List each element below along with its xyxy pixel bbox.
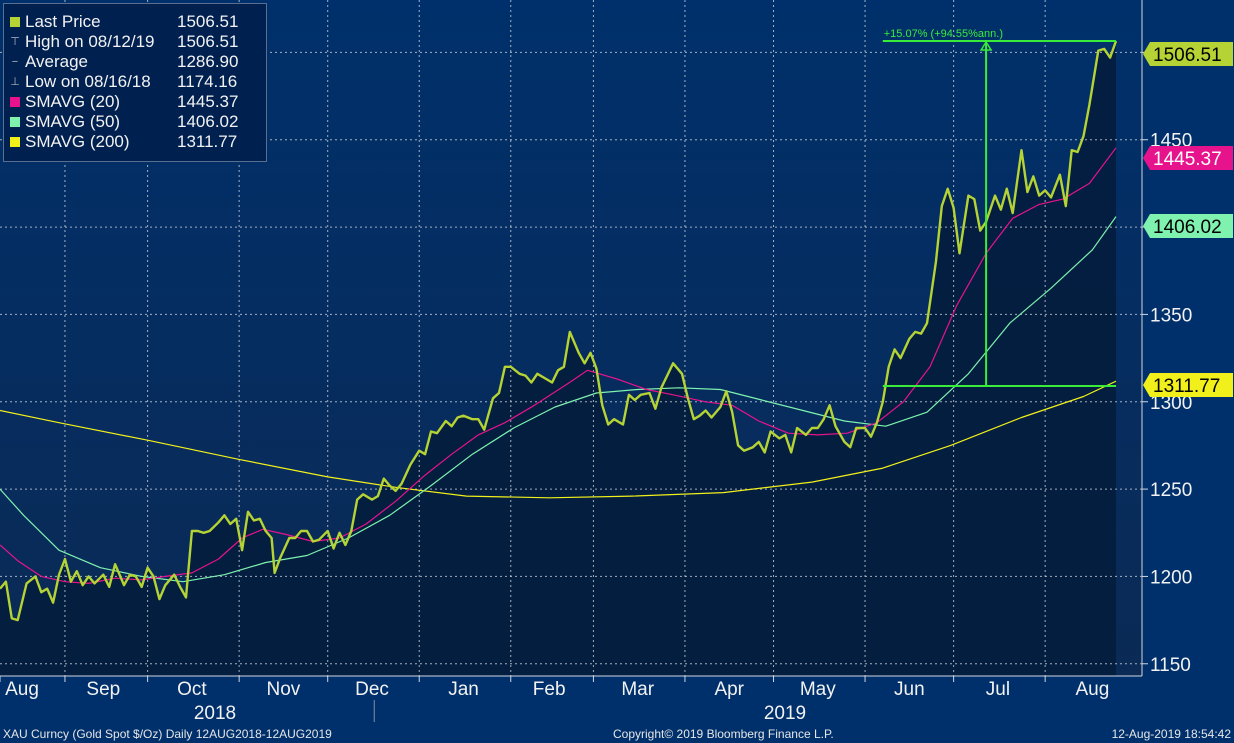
x-month-label: May: [800, 679, 836, 700]
y-tick-label: 1300: [1150, 393, 1192, 414]
chart-footer: XAU Curncy (Gold Spot $/Oz) Daily 12AUG2…: [0, 724, 1234, 743]
legend-label: SMAVG (50): [25, 112, 121, 131]
value-tag-label-sma200: 1311.77: [1153, 376, 1220, 397]
legend-label: High on 08/12/19: [25, 32, 155, 51]
legend-value: 1311.77: [177, 132, 238, 151]
legend-item: ⊤ High on 08/12/19 1506.51: [10, 32, 266, 52]
series-line-sma200: [0, 380, 1117, 499]
legend-item: ⊥ Low on 08/16/18 1174.16: [10, 72, 266, 92]
year-label: 2019: [764, 703, 806, 724]
legend-label: Last Price: [25, 12, 101, 31]
x-month-label: Nov: [267, 679, 301, 700]
y-tick-label: 1350: [1150, 305, 1192, 326]
value-tag-sma200: [1143, 373, 1233, 397]
value-tag-label-price: 1506.51: [1153, 45, 1222, 66]
x-month-label: Oct: [177, 679, 207, 700]
value-tag-label-sma50: 1406.02: [1153, 217, 1222, 238]
x-month-label: Jun: [894, 679, 925, 700]
x-month-label: Aug: [1075, 679, 1109, 700]
series-line-sma20: [0, 147, 1117, 584]
x-month-label: Jan: [448, 679, 479, 700]
legend-value: 1506.51: [177, 12, 239, 31]
y-axis-panel: [1142, 0, 1234, 676]
average-marker-icon: −: [11, 56, 19, 68]
low-marker-icon: ⊥: [10, 76, 20, 88]
y-tick-label: 1200: [1150, 567, 1192, 588]
x-month-label: Aug: [5, 679, 39, 700]
x-axis-panel: [0, 676, 1234, 724]
legend-value: 1445.37: [177, 92, 239, 111]
y-tick-label: 1150: [1150, 655, 1191, 676]
value-tag-label-sma20: 1445.37: [1153, 149, 1222, 170]
x-month-label: Apr: [714, 679, 744, 700]
x-month-label: Dec: [355, 679, 389, 700]
high-marker-icon: ⊤: [10, 36, 20, 48]
footer-security: XAU Curncy (Gold Spot $/Oz) Daily 12AUG2…: [3, 727, 332, 741]
value-tag-sma20: [1143, 146, 1233, 170]
series-line-price: [0, 40, 1118, 622]
annotation-label: +15.07% (+94.55%ann.): [884, 28, 1003, 40]
legend-value: 1406.02: [177, 112, 239, 131]
x-month-label: Jul: [986, 679, 1010, 700]
annotation-arrow-head: [979, 40, 993, 51]
legend-item: SMAVG (50) 1406.02: [10, 112, 266, 132]
footer-timestamp: 12-Aug-2019 18:54:42: [1111, 727, 1231, 741]
legend-swatch: [10, 97, 20, 107]
legend-item: SMAVG (20) 1445.37: [10, 92, 266, 112]
price-area: [0, 41, 1116, 676]
legend-value: 1174.16: [177, 72, 238, 91]
y-tick-label: 1250: [1150, 480, 1192, 501]
legend-value: 1506.51: [177, 32, 239, 51]
x-month-label: Sep: [86, 679, 120, 700]
value-tag-sma50: [1143, 214, 1233, 238]
footer-copyright: Copyright© 2019 Bloomberg Finance L.P.: [613, 727, 834, 741]
chart-legend: Last Price 1506.51 ⊤ High on 08/12/19 1506.5…: [3, 3, 267, 162]
x-month-label: Feb: [533, 679, 566, 700]
legend-item: Last Price 1506.51: [10, 12, 266, 32]
legend-value: 1286.90: [177, 52, 239, 71]
legend-swatch: [10, 117, 20, 127]
legend-label: Average: [25, 52, 89, 71]
value-tag-price: [1143, 42, 1233, 66]
legend-swatch: [10, 17, 20, 27]
legend-label: SMAVG (200): [25, 132, 130, 151]
legend-item: − Average 1286.90: [10, 52, 266, 72]
year-label: 2018: [194, 703, 236, 724]
legend-label: SMAVG (20): [25, 92, 121, 111]
legend-label: Low on 08/16/18: [25, 72, 151, 91]
legend-item: SMAVG (200) 1311.77: [10, 132, 266, 152]
legend-swatch: [10, 137, 20, 147]
x-month-label: Mar: [621, 679, 654, 700]
